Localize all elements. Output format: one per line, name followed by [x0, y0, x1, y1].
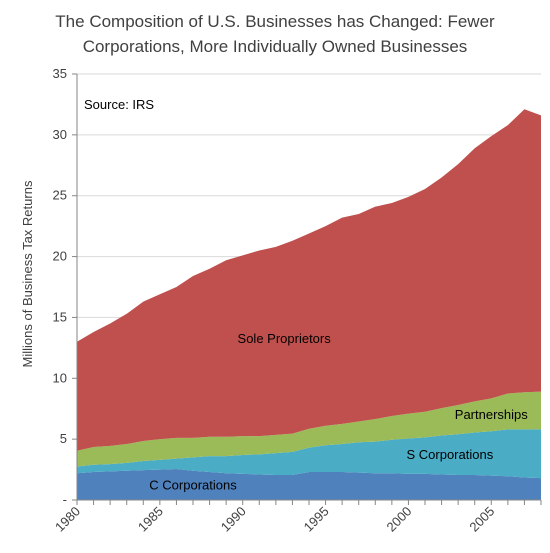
series-label-c-corporations: C Corporations	[149, 477, 237, 492]
source-note: Source: IRS	[84, 97, 154, 112]
area-partnerships	[77, 391, 541, 467]
series-label-partnerships: Partnerships	[455, 407, 528, 422]
y-axis-label: Millions of Business Tax Returns	[20, 180, 35, 367]
chart-title-line-1: The Composition of U.S. Businesses has C…	[55, 12, 495, 31]
stacked-areas	[77, 109, 541, 500]
y-tick-label: 5	[60, 431, 67, 446]
chart-title-line-2: Corporations, More Individually Owned Bu…	[83, 37, 468, 56]
y-tick-label: 10	[53, 370, 67, 385]
y-tick-label: -	[63, 492, 67, 507]
y-tick-labels: - 5 10 15 20 25 30 35	[53, 66, 67, 507]
axes	[72, 73, 542, 505]
series-label-s-corporations: S Corporations	[406, 447, 493, 462]
x-tick-label: 2000	[383, 504, 414, 535]
x-tick-label: 2005	[466, 504, 497, 535]
area-sole-proprietors	[77, 109, 541, 451]
x-tick-labels: 1980 1985 1990 1995 2000 2005	[52, 504, 497, 535]
series-label-sole-proprietors: Sole Proprietors	[238, 331, 332, 346]
y-tick-label: 25	[53, 188, 67, 203]
x-tick-label: 1980	[52, 504, 83, 535]
series-labels: C Corporations S Corporations Partnerships…	[149, 331, 528, 492]
chart-title: The Composition of U.S. Businesses has C…	[55, 12, 495, 56]
y-tick-label: 20	[53, 249, 67, 264]
area-c-corporations	[77, 468, 541, 500]
x-tick-label: 1995	[301, 504, 332, 535]
x-tick-label: 1985	[135, 504, 166, 535]
y-tick-label: 35	[53, 66, 67, 81]
y-tick-label: 30	[53, 127, 67, 142]
y-tick-label: 15	[53, 309, 67, 324]
area-s-corporations	[77, 429, 541, 479]
x-tick-label: 1990	[218, 504, 249, 535]
